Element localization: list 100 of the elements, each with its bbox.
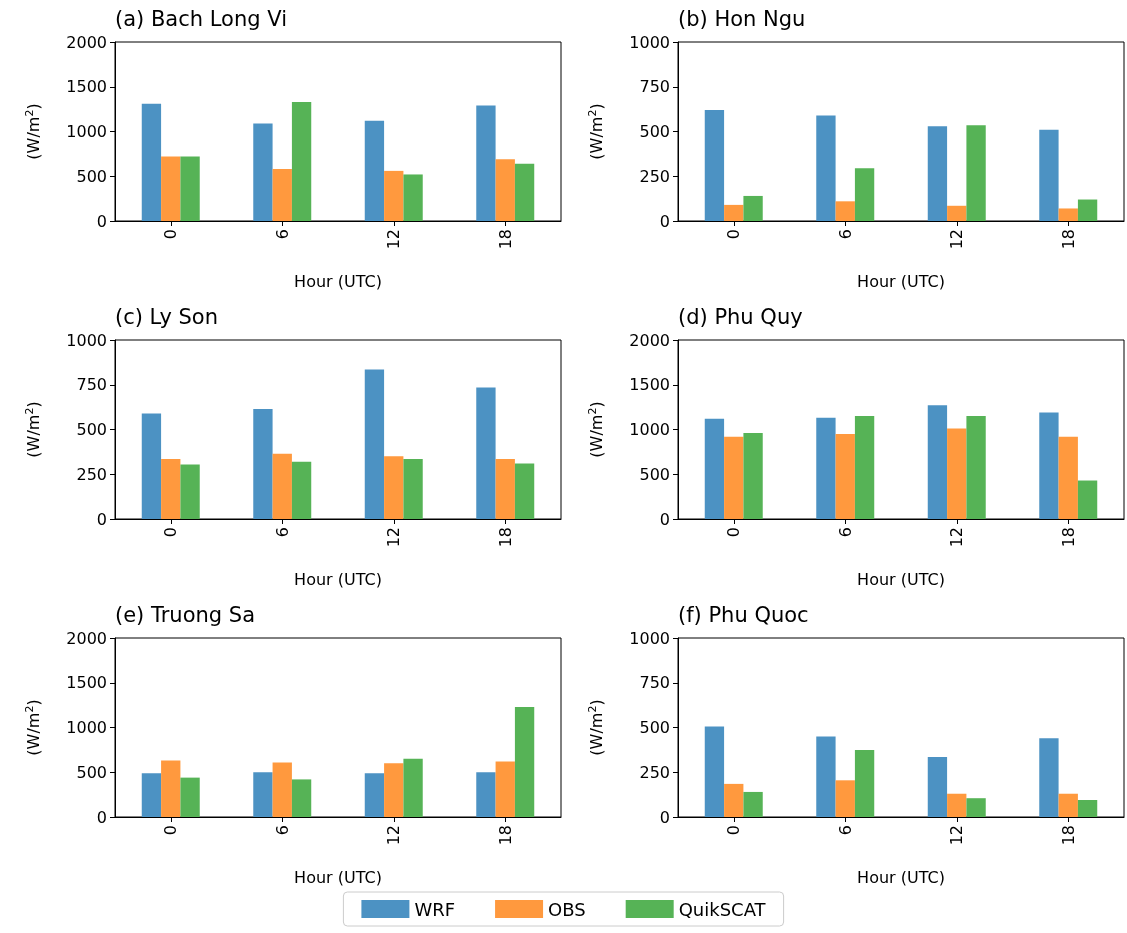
bar <box>476 772 496 817</box>
bar <box>514 163 535 221</box>
bar <box>364 120 385 221</box>
bar <box>835 201 855 221</box>
y-tick-label: 500 <box>76 762 107 782</box>
y-tick-label: 1500 <box>66 77 107 97</box>
x-tick-label: 18 <box>495 527 515 548</box>
bar <box>1058 436 1078 519</box>
chart-title: (a) Bach Long Vi <box>115 6 287 31</box>
x-tick-label: 6 <box>272 229 292 240</box>
x-tick-label: 6 <box>835 229 855 240</box>
x-tick-label: 0 <box>724 229 744 240</box>
bar <box>384 763 404 817</box>
chart-title: (f) Phu Quoc <box>678 602 809 627</box>
bar <box>253 408 273 519</box>
bar <box>403 459 423 519</box>
x-tick-label: 12 <box>947 527 967 548</box>
x-tick-label: 0 <box>161 229 181 240</box>
bar <box>253 123 273 221</box>
bar <box>743 433 763 519</box>
bar <box>161 459 181 519</box>
y-axis-title: (W/m2) <box>586 401 606 458</box>
y-tick-label: 500 <box>639 718 670 737</box>
y-tick-label: 1000 <box>66 330 107 350</box>
bar <box>1077 480 1098 519</box>
bar <box>291 461 312 519</box>
bar <box>180 777 200 817</box>
y-axis-title: (W/m2) <box>586 699 606 756</box>
bar <box>927 757 948 817</box>
y-tick-label: 750 <box>76 375 107 395</box>
bar <box>816 115 836 221</box>
bar <box>161 156 181 221</box>
bar <box>743 791 763 817</box>
x-tick-label: 6 <box>835 825 855 836</box>
y-tick-label: 1000 <box>66 122 107 141</box>
bar <box>816 736 836 817</box>
bar <box>1039 412 1059 519</box>
y-tick-label: 750 <box>639 673 670 693</box>
x-tick-label: 18 <box>1058 527 1078 548</box>
y-tick-label: 250 <box>639 762 670 782</box>
y-tick-label: 250 <box>76 464 107 484</box>
bar <box>180 156 200 221</box>
bar <box>1077 199 1098 221</box>
bar <box>272 169 292 221</box>
y-tick-label: 2000 <box>66 628 107 648</box>
legend-label: WRF <box>414 898 456 920</box>
bar <box>253 772 273 817</box>
x-axis-title: Hour (UTC) <box>294 271 382 291</box>
x-tick-label: 18 <box>495 825 515 846</box>
chart-title: (d) Phu Quy <box>678 304 803 329</box>
y-tick-label: 500 <box>76 420 107 439</box>
bar <box>854 749 875 817</box>
y-tick-label: 500 <box>76 166 107 186</box>
x-axis-title: Hour (UTC) <box>294 867 382 887</box>
x-tick-label: 12 <box>947 825 967 846</box>
x-axis-title: Hour (UTC) <box>857 867 945 887</box>
bar <box>743 195 763 221</box>
x-tick-label: 0 <box>161 825 181 836</box>
x-axis-title: Hour (UTC) <box>294 569 382 589</box>
bar <box>495 459 515 519</box>
x-tick-label: 0 <box>724 527 744 538</box>
x-tick-label: 18 <box>495 229 515 250</box>
bar <box>514 463 535 519</box>
y-tick-label: 1000 <box>66 718 107 737</box>
y-tick-label: 500 <box>639 464 670 484</box>
bar <box>141 103 162 221</box>
bar <box>403 174 423 221</box>
x-tick-label: 0 <box>161 527 181 538</box>
bar <box>966 798 986 817</box>
bar <box>835 780 855 817</box>
bar <box>476 387 496 519</box>
bar <box>854 168 875 221</box>
bar <box>947 428 967 519</box>
x-tick-label: 6 <box>272 527 292 538</box>
bar <box>1058 208 1078 221</box>
bar <box>835 433 855 519</box>
bar <box>927 405 948 519</box>
x-tick-label: 6 <box>272 825 292 836</box>
y-tick-label: 1000 <box>629 32 670 52</box>
bar <box>947 205 967 221</box>
bar <box>403 758 423 817</box>
chart-title: (e) Truong Sa <box>115 602 256 627</box>
y-axis-title: (W/m2) <box>23 401 43 458</box>
bar <box>364 369 385 519</box>
bar <box>704 418 725 519</box>
x-tick-label: 12 <box>384 527 404 548</box>
bar <box>384 170 404 221</box>
bar <box>291 101 312 221</box>
x-tick-label: 6 <box>835 527 855 538</box>
y-axis-title: (W/m2) <box>23 103 43 160</box>
x-axis-title: Hour (UTC) <box>857 271 945 291</box>
x-tick-label: 12 <box>947 229 967 250</box>
x-tick-label: 12 <box>384 825 404 846</box>
bar <box>514 706 535 817</box>
x-axis-title: Hour (UTC) <box>857 569 945 589</box>
x-tick-label: 18 <box>1058 229 1078 250</box>
y-axis-title: (W/m2) <box>23 699 43 756</box>
y-tick-label: 2000 <box>629 330 670 350</box>
bar <box>180 464 200 519</box>
x-tick-label: 0 <box>724 825 744 836</box>
